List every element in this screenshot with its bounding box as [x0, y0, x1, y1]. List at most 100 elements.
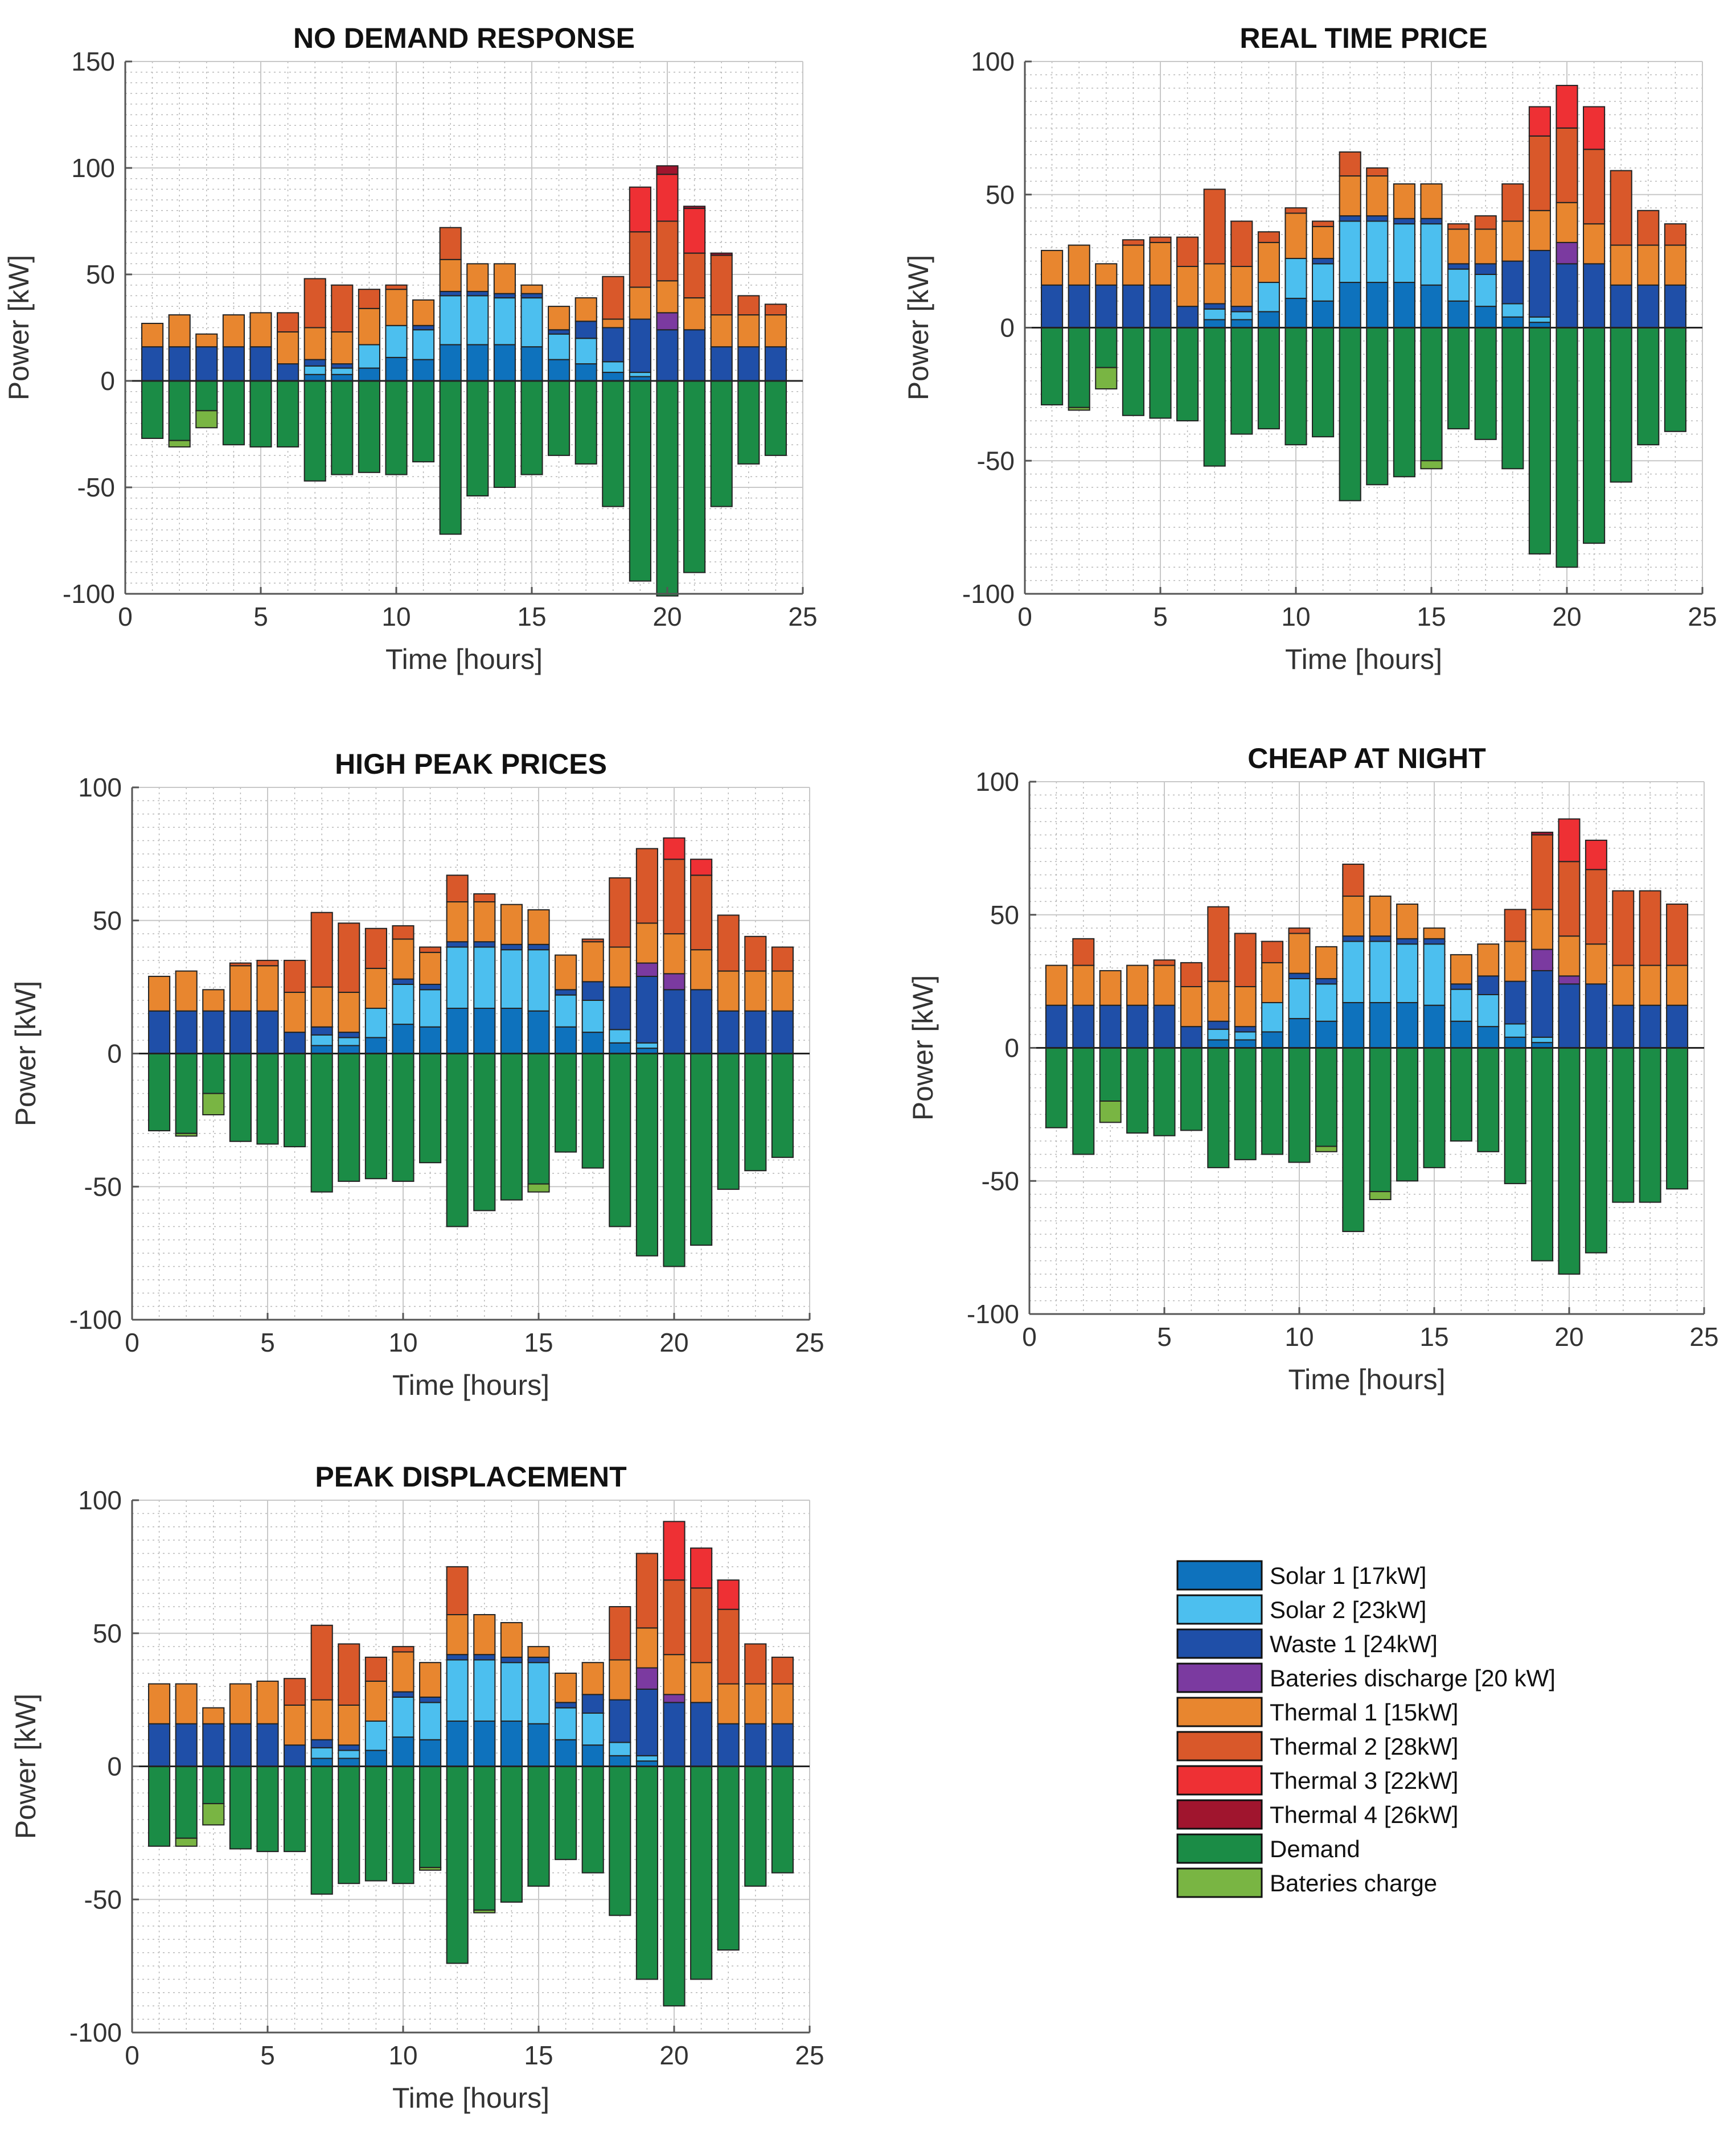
bar-thermal1 [1045, 964, 1068, 1006]
bar-waste1 [744, 1010, 767, 1054]
bar-solar1 [1234, 1039, 1257, 1049]
bar-thermal2 [1257, 231, 1280, 243]
bar-solar1 [527, 1010, 550, 1054]
bar-demand [1261, 1047, 1284, 1155]
bar-solar2 [466, 295, 489, 346]
bar-thermal2 [1149, 236, 1172, 243]
bar-waste1 [1153, 1004, 1176, 1049]
bar-solar1 [574, 363, 597, 382]
bar-thermal1 [683, 297, 706, 331]
legend-swatch-thermal1 [1176, 1697, 1263, 1727]
bar-thermal1 [717, 1683, 740, 1725]
bar-demand [1366, 327, 1389, 486]
bar-demand [500, 1766, 523, 1903]
bar-battery_discharge [1558, 975, 1581, 985]
bar-thermal2 [602, 276, 625, 320]
bar-solar1 [446, 1008, 469, 1054]
bar-thermal1 [493, 263, 516, 294]
bar-demand [358, 380, 380, 473]
bar-waste1 [1095, 284, 1118, 329]
bar-solar2 [527, 949, 550, 1012]
chart-title: REAL TIME PRICE [1240, 22, 1487, 54]
bar-thermal3 [663, 1521, 686, 1581]
bar-demand [256, 1766, 279, 1853]
bar-demand [629, 380, 651, 582]
bar-demand [284, 1053, 306, 1148]
bar-thermal1 [527, 909, 550, 945]
bar-demand [1666, 1047, 1689, 1190]
y-axis-label: Power [kW] [10, 1694, 42, 1840]
bar-solar2 [1447, 268, 1470, 302]
legend-swatch-thermal4 [1176, 1799, 1263, 1830]
bar-thermal1 [1501, 220, 1524, 262]
bar-thermal1 [1180, 986, 1203, 1028]
y-tick-label: 50 [86, 260, 115, 289]
bar-thermal1 [446, 1614, 469, 1656]
bar-thermal2 [1342, 863, 1365, 897]
bar-waste1 [473, 1654, 496, 1661]
bar-thermal2 [1666, 904, 1689, 966]
bar-waste1 [1501, 260, 1524, 305]
bar-waste1 [602, 327, 625, 363]
bar-demand [602, 380, 625, 507]
bar-thermal1 [1261, 962, 1284, 1004]
bar-thermal1 [555, 1672, 577, 1703]
bar-thermal1 [500, 904, 523, 945]
bar-thermal2 [764, 303, 787, 316]
x-tick-label: 20 [652, 602, 682, 631]
bar-demand [737, 380, 760, 465]
bar-waste1 [635, 975, 658, 1044]
bar-thermal1 [764, 314, 787, 348]
bar-thermal1 [473, 901, 496, 943]
bar-thermal2 [690, 874, 713, 951]
bar-thermal1 [744, 1683, 767, 1725]
bar-solar2 [1284, 257, 1307, 299]
bar-thermal1 [1637, 244, 1660, 286]
bar-thermal2 [609, 1606, 631, 1661]
bar-thermal2 [744, 1643, 767, 1685]
bar-waste1 [683, 329, 706, 381]
bar-solar2 [609, 1029, 631, 1044]
bar-thermal1 [500, 1622, 523, 1658]
legend-swatch-battery_discharge [1176, 1662, 1263, 1693]
bar-waste1 [1477, 975, 1500, 996]
y-tick-label: 100 [975, 767, 1019, 796]
bar-waste1 [1234, 1026, 1257, 1033]
bar-solar1 [392, 1736, 414, 1767]
bar-thermal2 [1153, 959, 1176, 966]
bar-thermal2 [1176, 236, 1199, 267]
bar-waste1 [1450, 983, 1472, 990]
bar-waste1 [1339, 215, 1361, 222]
bar-waste1 [148, 1723, 171, 1767]
bar-demand [168, 380, 191, 441]
bar-demand [1556, 327, 1578, 568]
x-axis-label: Time [hours] [392, 1369, 549, 1401]
bar-demand [1176, 327, 1199, 422]
bar-solar2 [1423, 943, 1446, 1006]
legend-swatch-battery_charge [1176, 1867, 1263, 1898]
bar-thermal2 [1637, 210, 1660, 246]
bar-demand [446, 1766, 469, 1964]
bar-thermal1 [466, 263, 489, 292]
bar-waste1 [1041, 284, 1064, 329]
bar-demand [1045, 1047, 1068, 1128]
bar-thermal2 [1556, 127, 1578, 203]
bar-solar1 [1257, 311, 1280, 329]
bar-solar2 [493, 297, 516, 346]
bar-solar1 [1423, 1004, 1446, 1049]
bar-solar2 [1501, 303, 1524, 318]
x-tick-label: 0 [125, 1328, 139, 1357]
bar-thermal1 [602, 318, 625, 329]
bar-demand [1450, 1047, 1472, 1142]
bar-thermal2 [284, 959, 306, 993]
bar-demand [331, 380, 354, 475]
bar-waste1 [771, 1010, 794, 1054]
y-tick-label: 50 [93, 906, 122, 935]
bar-thermal2 [635, 848, 658, 924]
bar-battery_discharge [1556, 241, 1578, 265]
bar-solar1 [1396, 1002, 1419, 1049]
bar-thermal3 [629, 186, 651, 233]
bar-demand [1149, 327, 1172, 419]
bar-demand [1180, 1047, 1203, 1131]
bar-waste1 [256, 1010, 279, 1054]
